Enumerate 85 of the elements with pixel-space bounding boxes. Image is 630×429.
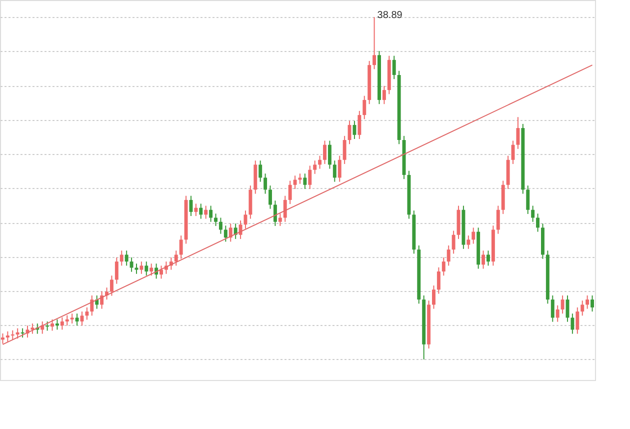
candlestick	[576, 306, 580, 334]
candlestick	[114, 256, 118, 284]
candlestick	[342, 135, 346, 164]
candlestick	[358, 110, 362, 140]
candlestick	[531, 205, 535, 222]
candlestick	[46, 320, 50, 332]
candlestick	[90, 294, 94, 316]
candlestick	[140, 261, 144, 274]
candlestick	[352, 120, 356, 140]
candlestick	[570, 313, 574, 334]
candlestick	[446, 244, 450, 266]
candlestick	[0, 332, 4, 344]
candlestick	[362, 95, 366, 120]
candlestick	[308, 165, 312, 190]
candlestick	[194, 203, 198, 217]
candlestick	[85, 306, 89, 320]
candlestick	[130, 256, 134, 272]
candlestick	[120, 250, 124, 266]
candlestick	[273, 200, 277, 226]
annotation: 38.89	[377, 10, 403, 22]
candlestick	[16, 328, 20, 340]
candlestick	[238, 220, 242, 240]
candlestick	[328, 140, 332, 170]
candlestick	[110, 275, 114, 296]
candlestick	[258, 160, 262, 182]
candlestick	[214, 213, 218, 226]
candlestick	[496, 205, 500, 234]
candlestick	[10, 330, 14, 340]
candlestick	[228, 223, 232, 242]
candlestick	[174, 250, 178, 266]
candlestick	[298, 173, 302, 184]
candlestick	[323, 140, 326, 164]
candlestick	[288, 180, 292, 205]
candlestick	[204, 205, 208, 220]
candlestick	[6, 330, 10, 342]
candlestick	[209, 205, 213, 222]
candlestick	[124, 250, 128, 266]
candlestick	[144, 261, 148, 276]
candlestick	[313, 160, 317, 174]
candlestick	[20, 328, 24, 338]
candlestick	[303, 173, 307, 190]
candlestick	[482, 250, 486, 270]
candlestick	[466, 235, 470, 250]
candlestick	[442, 256, 446, 276]
candlestick	[179, 235, 183, 260]
candlestick	[70, 313, 74, 324]
candlestick	[382, 85, 386, 105]
candlestick	[218, 217, 222, 234]
candlestick	[244, 210, 248, 230]
candlestick	[332, 160, 336, 182]
candlestick	[60, 316, 64, 330]
candlestick	[586, 294, 590, 310]
candlestick	[160, 265, 163, 280]
candlestick	[293, 175, 297, 190]
candlestick	[150, 263, 154, 276]
candlestick	[472, 227, 476, 244]
candlestick	[134, 263, 138, 274]
candlestick	[536, 213, 540, 232]
candlestick	[392, 55, 396, 80]
candlestick	[550, 294, 554, 322]
candlestick	[318, 155, 322, 170]
candlestick	[268, 185, 272, 210]
candlestick	[348, 120, 352, 145]
candlestick	[486, 250, 490, 266]
candlestick	[55, 318, 59, 330]
candlestick	[436, 266, 440, 294]
candlestick	[283, 195, 287, 222]
candlestick	[75, 313, 79, 326]
candlestick	[264, 173, 268, 194]
candlestick	[590, 294, 594, 312]
candlestick	[372, 16, 376, 70]
candlestick	[556, 304, 560, 322]
candlestick	[516, 116, 520, 150]
candlestick	[432, 285, 436, 310]
candlestick	[452, 230, 456, 254]
candlestick	[50, 318, 54, 332]
candlestick	[526, 185, 530, 214]
candlestick	[580, 300, 584, 316]
candlestick	[278, 213, 282, 226]
candlestick	[560, 294, 564, 314]
candlestick	[199, 203, 203, 220]
candlestick	[224, 225, 228, 242]
candlestick	[30, 323, 34, 334]
candlestick	[338, 155, 342, 182]
candlestick	[65, 314, 69, 326]
